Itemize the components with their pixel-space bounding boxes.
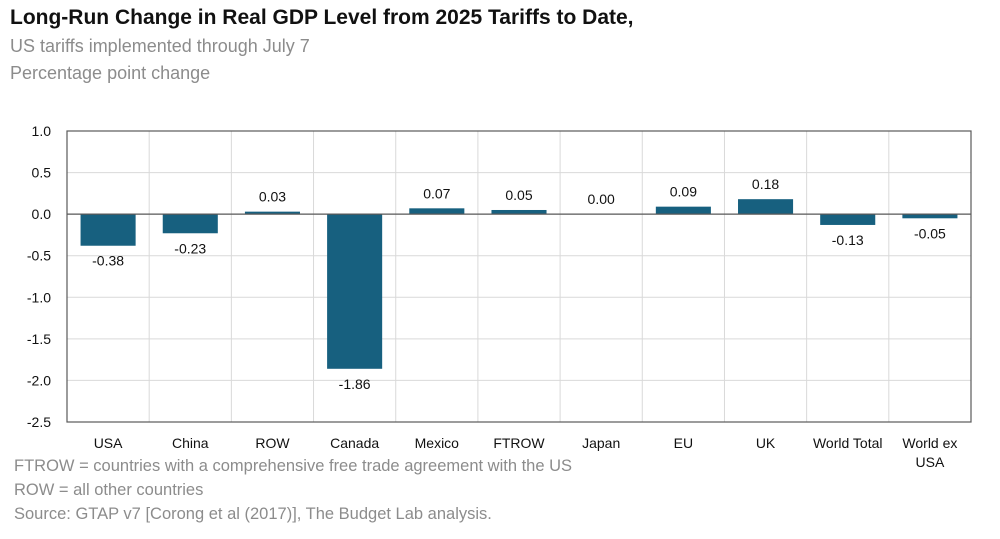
x-category-label: Japan [582,435,620,451]
plot-area-border [66,130,972,423]
x-category-label: Canada [330,435,379,451]
data-label: 0.09 [670,184,697,200]
chart-subtitle: US tariffs implemented through July 7 [10,36,310,56]
bar-world-total [820,214,876,225]
footnote-ftrow: FTROW = countries with a comprehensive f… [14,457,573,475]
y-tick-label: -1.0 [27,289,51,305]
footnote-row: ROW = all other countries [14,481,204,499]
x-category-label: EU [674,435,693,451]
data-label: -0.13 [832,232,864,248]
data-label: 0.18 [752,176,779,192]
x-category-label: ROW [255,435,290,451]
y-tick-label: 0.5 [32,165,52,181]
bar-eu [655,206,711,215]
y-tick-label: -2.5 [27,414,51,430]
bar-row [244,211,300,215]
y-tick-label: 0.0 [32,206,52,222]
data-label: -0.23 [174,240,206,256]
chart-title: Long-Run Change in Real GDP Level from 2… [10,6,634,29]
y-tick-label: 1.0 [32,123,52,139]
bar-world-ex-usa [902,214,958,219]
bar-usa [80,214,136,246]
footnote-source: Source: GTAP v7 [Corong et al (2017)], T… [14,505,492,523]
x-category-label: USA [94,435,123,451]
data-label: 0.00 [588,191,615,207]
bar-ftrow [491,209,547,215]
y-tick-label: -1.5 [27,331,51,347]
bar-mexico [409,208,465,215]
chart-units-label: Percentage point change [10,63,211,83]
bar-canada [327,214,383,369]
x-category-label: World Total [813,435,883,451]
bar-uk [738,199,794,215]
x-category-label: Mexico [415,435,460,451]
x-category-label: China [172,435,209,451]
data-label: 0.05 [505,187,532,203]
x-category-label: UK [756,435,776,451]
x-category-label: FTROW [493,435,545,451]
y-tick-label: -2.0 [27,372,51,388]
data-label: -0.05 [914,225,946,241]
data-label: 0.07 [423,185,450,201]
data-label: -0.38 [92,253,124,269]
bar-china [162,214,218,234]
y-tick-label: -0.5 [27,248,51,264]
x-category-label: World ex USA [902,435,957,470]
data-label: 0.03 [259,189,286,205]
data-label: -1.86 [339,376,371,392]
